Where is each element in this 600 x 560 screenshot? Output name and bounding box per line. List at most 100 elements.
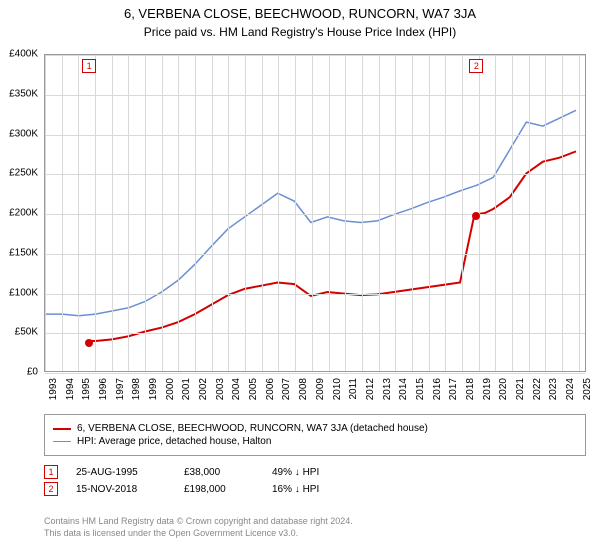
grid-line-h [45, 373, 585, 374]
x-axis-label: 2014 [398, 378, 409, 400]
x-axis-label: 2004 [231, 378, 242, 400]
x-axis-label: 2013 [382, 378, 393, 400]
sale-row-2: 2 15-NOV-2018 £198,000 16% ↓ HPI [44, 482, 319, 496]
y-axis-label: £0 [0, 367, 38, 378]
chart-annotation-marker: 2 [469, 59, 483, 73]
x-axis-label: 2000 [165, 378, 176, 400]
x-axis-label: 2001 [181, 378, 192, 400]
x-axis-label: 2025 [582, 378, 593, 400]
legend-row-hpi: HPI: Average price, detached house, Halt… [53, 436, 577, 447]
x-axis-label: 2002 [198, 378, 209, 400]
sale-price-1: £38,000 [184, 467, 254, 478]
legend-label-hpi: HPI: Average price, detached house, Halt… [77, 436, 271, 447]
grid-line-h [45, 294, 585, 295]
x-axis-label: 2018 [465, 378, 476, 400]
grid-line-v [512, 55, 513, 371]
x-axis-label: 2015 [415, 378, 426, 400]
sale-price-2: £198,000 [184, 484, 254, 495]
grid-line-h [45, 135, 585, 136]
x-axis-label: 2007 [281, 378, 292, 400]
x-axis-label: 1993 [48, 378, 59, 400]
sale-delta-1: 49% ↓ HPI [272, 467, 319, 478]
grid-line-v [312, 55, 313, 371]
y-axis-label: £400K [0, 49, 38, 60]
sale-marker-1: 1 [44, 465, 58, 479]
grid-line-h [45, 95, 585, 96]
grid-line-v [495, 55, 496, 371]
x-axis-label: 2003 [215, 378, 226, 400]
legend-label-property: 6, VERBENA CLOSE, BEECHWOOD, RUNCORN, WA… [77, 423, 428, 434]
x-axis-label: 2023 [548, 378, 559, 400]
grid-line-v [212, 55, 213, 371]
y-axis-label: £150K [0, 247, 38, 258]
grid-line-v [562, 55, 563, 371]
y-axis-label: £350K [0, 88, 38, 99]
grid-line-v [345, 55, 346, 371]
grid-line-v [78, 55, 79, 371]
sale-dot [85, 339, 93, 347]
sale-date-2: 15-NOV-2018 [76, 484, 166, 495]
x-axis-label: 1995 [81, 378, 92, 400]
sale-row-1: 1 25-AUG-1995 £38,000 49% ↓ HPI [44, 465, 319, 479]
x-axis-label: 2019 [482, 378, 493, 400]
x-axis-label: 1994 [65, 378, 76, 400]
x-axis-label: 2006 [265, 378, 276, 400]
x-axis-label: 2020 [498, 378, 509, 400]
grid-line-h [45, 214, 585, 215]
attribution-line2: This data is licensed under the Open Gov… [44, 528, 353, 540]
x-axis-label: 1996 [98, 378, 109, 400]
sale-date-1: 25-AUG-1995 [76, 467, 166, 478]
grid-line-v [362, 55, 363, 371]
legend-swatch-property [53, 428, 71, 430]
grid-line-h [45, 55, 585, 56]
y-axis-label: £100K [0, 287, 38, 298]
x-axis-label: 2016 [432, 378, 443, 400]
grid-line-v [228, 55, 229, 371]
x-axis-label: 2017 [448, 378, 459, 400]
x-axis-label: 2021 [515, 378, 526, 400]
grid-line-h [45, 174, 585, 175]
chart-annotation-marker: 1 [82, 59, 96, 73]
grid-line-v [162, 55, 163, 371]
grid-line-v [145, 55, 146, 371]
grid-line-v [45, 55, 46, 371]
grid-line-v [262, 55, 263, 371]
grid-line-v [245, 55, 246, 371]
sale-dot [472, 212, 480, 220]
grid-line-v [379, 55, 380, 371]
sales-table: 1 25-AUG-1995 £38,000 49% ↓ HPI 2 15-NOV… [44, 462, 319, 499]
x-axis-label: 2024 [565, 378, 576, 400]
attribution-line1: Contains HM Land Registry data © Crown c… [44, 516, 353, 528]
y-axis-label: £200K [0, 208, 38, 219]
attribution: Contains HM Land Registry data © Crown c… [44, 516, 353, 539]
grid-line-h [45, 333, 585, 334]
grid-line-v [62, 55, 63, 371]
sale-marker-2: 2 [44, 482, 58, 496]
chart-title: 6, VERBENA CLOSE, BEECHWOOD, RUNCORN, WA… [0, 0, 600, 21]
x-axis-label: 1999 [148, 378, 159, 400]
y-axis-label: £250K [0, 168, 38, 179]
grid-line-h [45, 254, 585, 255]
x-axis-label: 1998 [131, 378, 142, 400]
x-axis-label: 2009 [315, 378, 326, 400]
legend-swatch-hpi [53, 441, 71, 443]
grid-line-v [195, 55, 196, 371]
grid-line-v [395, 55, 396, 371]
x-axis-label: 2010 [332, 378, 343, 400]
legend-row-property: 6, VERBENA CLOSE, BEECHWOOD, RUNCORN, WA… [53, 423, 577, 434]
chart-subtitle: Price paid vs. HM Land Registry's House … [0, 21, 600, 39]
grid-line-v [329, 55, 330, 371]
grid-line-v [579, 55, 580, 371]
grid-line-v [112, 55, 113, 371]
x-axis-label: 2011 [348, 378, 359, 400]
x-axis-label: 2012 [365, 378, 376, 400]
x-axis-label: 2022 [532, 378, 543, 400]
x-axis-label: 2005 [248, 378, 259, 400]
line-series-svg [45, 55, 585, 371]
grid-line-v [412, 55, 413, 371]
x-axis-label: 2008 [298, 378, 309, 400]
chart-container: 6, VERBENA CLOSE, BEECHWOOD, RUNCORN, WA… [0, 0, 600, 560]
grid-line-v [178, 55, 179, 371]
grid-line-v [128, 55, 129, 371]
plot-area: 12 [44, 54, 586, 372]
